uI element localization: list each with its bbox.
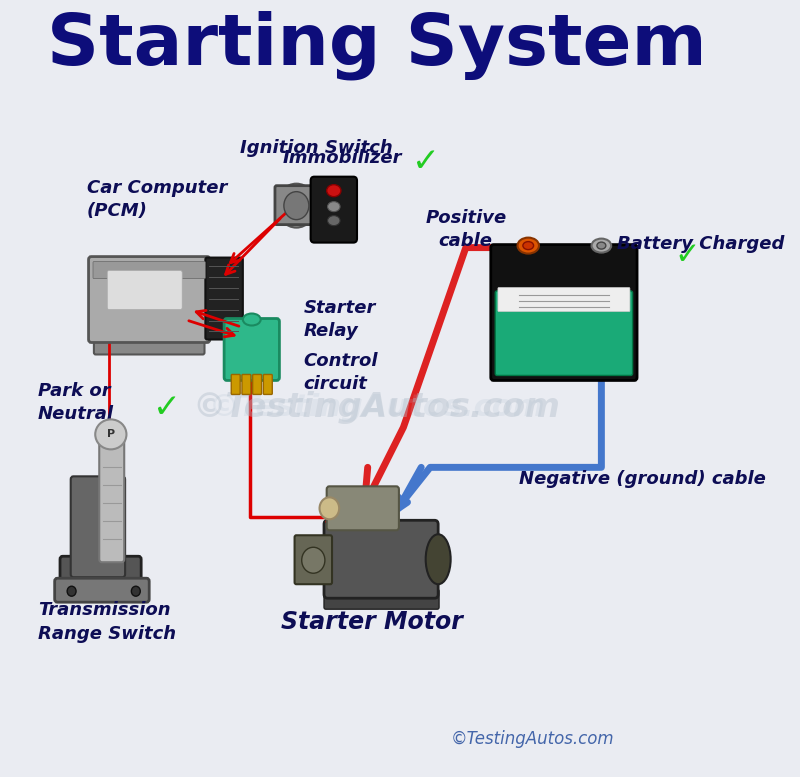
Ellipse shape <box>277 183 316 228</box>
Text: Negative (ground) cable: Negative (ground) cable <box>519 470 766 488</box>
Text: Battery Charged: Battery Charged <box>618 235 785 253</box>
FancyBboxPatch shape <box>224 319 279 381</box>
Text: ©TestingAutos.com: ©TestingAutos.com <box>208 393 545 422</box>
FancyBboxPatch shape <box>324 589 439 609</box>
FancyBboxPatch shape <box>253 375 262 395</box>
FancyBboxPatch shape <box>310 176 357 242</box>
Ellipse shape <box>426 535 450 584</box>
FancyBboxPatch shape <box>275 186 318 225</box>
Text: Starter
Relay: Starter Relay <box>303 298 376 340</box>
Text: Starting System: Starting System <box>46 10 706 79</box>
Text: ©TestingAutos.com: ©TestingAutos.com <box>451 730 614 748</box>
Text: ✓: ✓ <box>153 391 181 424</box>
Text: P: P <box>106 430 115 439</box>
Ellipse shape <box>518 238 539 253</box>
Text: ✓: ✓ <box>674 241 700 270</box>
FancyBboxPatch shape <box>324 521 438 598</box>
FancyBboxPatch shape <box>89 256 210 343</box>
FancyBboxPatch shape <box>263 375 272 395</box>
Ellipse shape <box>95 420 126 449</box>
FancyBboxPatch shape <box>54 578 149 602</box>
Text: Starter Motor: Starter Motor <box>282 610 463 634</box>
Text: Transmission
Range Switch: Transmission Range Switch <box>38 601 176 643</box>
Ellipse shape <box>302 547 325 573</box>
Ellipse shape <box>327 216 340 225</box>
FancyBboxPatch shape <box>94 334 205 354</box>
FancyBboxPatch shape <box>495 291 633 375</box>
FancyBboxPatch shape <box>107 270 182 309</box>
Text: Car Computer
(PCM): Car Computer (PCM) <box>86 179 227 221</box>
Ellipse shape <box>284 192 309 220</box>
Ellipse shape <box>243 314 261 326</box>
Text: Immobilizer: Immobilizer <box>283 148 402 167</box>
FancyBboxPatch shape <box>70 476 125 577</box>
FancyBboxPatch shape <box>498 287 630 312</box>
FancyBboxPatch shape <box>93 262 206 279</box>
FancyBboxPatch shape <box>242 375 251 395</box>
Text: ©TestingAutos.com: ©TestingAutos.com <box>193 391 561 424</box>
FancyBboxPatch shape <box>490 245 637 381</box>
Ellipse shape <box>319 497 339 519</box>
FancyBboxPatch shape <box>99 437 124 563</box>
Text: Positive
cable: Positive cable <box>425 209 506 250</box>
Text: Control
circuit: Control circuit <box>303 352 378 393</box>
Text: ✓: ✓ <box>412 145 440 178</box>
FancyBboxPatch shape <box>294 535 332 584</box>
Ellipse shape <box>523 242 534 249</box>
Ellipse shape <box>597 242 606 249</box>
FancyBboxPatch shape <box>206 258 243 340</box>
FancyBboxPatch shape <box>231 375 240 395</box>
Ellipse shape <box>591 239 611 253</box>
Ellipse shape <box>327 202 340 211</box>
Ellipse shape <box>67 586 76 596</box>
Text: Ignition Switch: Ignition Switch <box>240 139 392 157</box>
Ellipse shape <box>131 586 140 596</box>
FancyBboxPatch shape <box>60 556 141 592</box>
Ellipse shape <box>326 185 341 197</box>
FancyBboxPatch shape <box>326 486 399 530</box>
Text: Park or
Neutral: Park or Neutral <box>38 382 114 423</box>
